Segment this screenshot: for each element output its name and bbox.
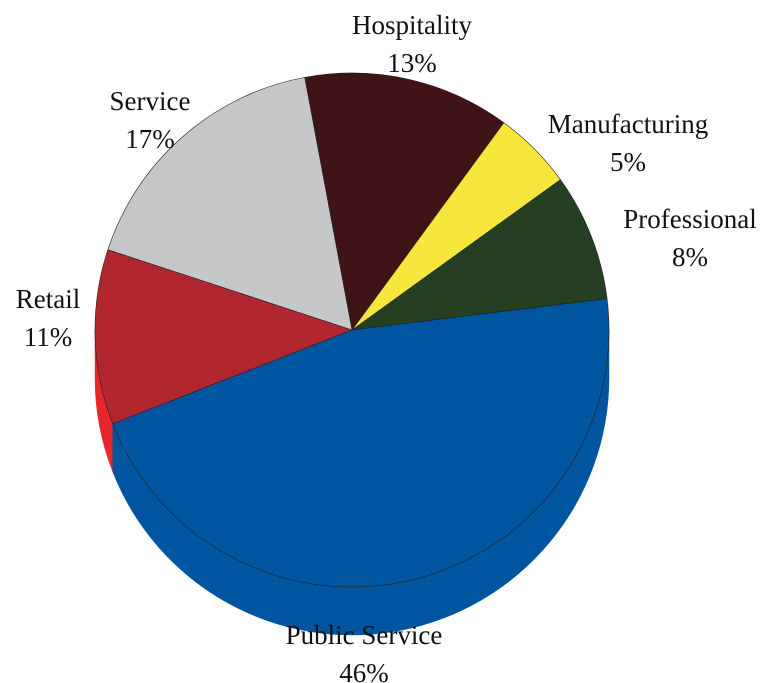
slice-label-public-service: Public Service 46% [286,620,443,683]
slice-hospitality [304,72,505,331]
slice-label-professional: Professional 8% [623,204,756,272]
slice-label-service: Service 17% [110,86,191,154]
slice-label-retail: Retail 11% [16,284,80,352]
slice-retail [94,249,353,425]
pie-top-group [94,72,610,588]
pie-labels-group: Professional 8% Manufacturing 5% Hospitality… [16,10,757,683]
slice-professional [351,179,608,331]
slice-label-hospitality: Hospitality 13% [352,10,472,78]
slice-label-manufacturing: Manufacturing 5% [548,109,708,177]
slice-public-service [112,298,610,588]
slice-service [107,77,353,331]
